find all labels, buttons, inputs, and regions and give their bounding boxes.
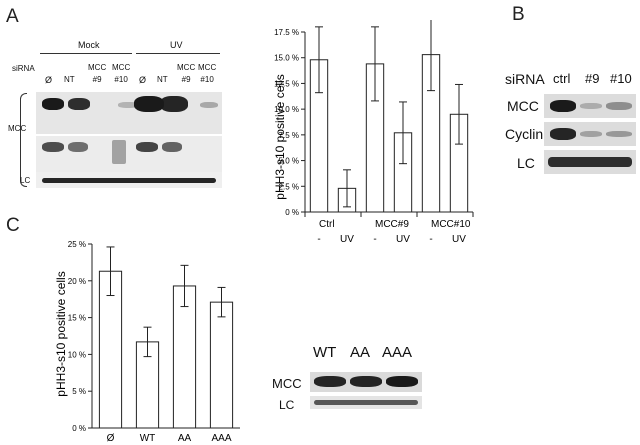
blot-strip-c-lc xyxy=(310,396,422,409)
lane-label: MCC #9 xyxy=(88,63,107,84)
lane-label: Ø xyxy=(139,75,147,85)
x-tick-label: Ø xyxy=(107,433,115,444)
lane-label: AA xyxy=(350,344,371,361)
uv-group-line xyxy=(136,53,220,54)
group-label-mock: Mock xyxy=(78,40,100,50)
blot-row-label-mcc: MCC xyxy=(8,124,27,133)
y-tick-label: 15 % xyxy=(68,314,86,323)
y-axis-label: pHH3-s10 positive cells xyxy=(54,271,68,396)
y-tick-label: 0 % xyxy=(72,424,86,433)
blot-strip-lc xyxy=(36,172,222,188)
blot-strip-b-cyclin xyxy=(544,122,636,146)
lane-label: #9 xyxy=(585,71,600,86)
chart-c: 0 %5 %10 %15 %20 %25 %Ø WT AA AAA pHH3-s10 … xyxy=(54,240,240,444)
chart-a: 0 % 2.5 % 5.0 % 7.5 % 10.0 % 12.5 % 15.0 % 17.5… xyxy=(273,20,474,245)
lane-label: #10 xyxy=(610,71,632,86)
y-axis-label: pHH3-s10 positive cells xyxy=(273,74,287,199)
bar xyxy=(172,285,197,429)
x-tick-label: AA xyxy=(178,433,192,444)
y-tick-label: 7.5 % xyxy=(279,131,299,140)
x-tick-label: UV xyxy=(396,234,410,245)
blot-strip-c-mcc xyxy=(310,372,422,392)
bar xyxy=(209,301,234,429)
lane-label: NT xyxy=(157,75,168,84)
sirna-label: siRNA xyxy=(12,64,35,73)
blot-strip-mcc-upper xyxy=(36,92,222,134)
panel-letter-c: C xyxy=(6,215,20,236)
x-tick-label: - xyxy=(317,234,320,245)
group-label: Ctrl xyxy=(319,219,335,230)
y-tick-label: 2.5 % xyxy=(279,182,299,191)
blot-strip-b-mcc xyxy=(544,94,636,118)
lane-label: AAA xyxy=(382,344,413,361)
y-tick-label: 17.5 % xyxy=(274,28,299,37)
lane-label: MCC #10 xyxy=(112,63,131,84)
blot-row-label-mcc: MCC xyxy=(507,98,539,114)
y-tick-label: 20 % xyxy=(68,277,86,286)
x-tick-label: UV xyxy=(340,234,354,245)
mcc-bracket xyxy=(20,93,27,187)
y-tick-label: 15.0 % xyxy=(274,54,299,63)
group-label: MCC#10 xyxy=(431,219,471,230)
blot-row-label-lc: LC xyxy=(517,155,535,171)
x-tick-label: - xyxy=(429,234,432,245)
blot-strip-b-lc xyxy=(544,150,636,174)
lane-label: NT xyxy=(64,75,75,84)
y-tick-label: 5 % xyxy=(72,387,86,396)
blot-strip-mcc-lower xyxy=(36,136,222,176)
group-label-uv: UV xyxy=(170,40,183,50)
y-tick-label: 25 % xyxy=(68,240,86,249)
y-tick-label: 5.0 % xyxy=(279,157,299,166)
lane-label: Ø xyxy=(45,75,53,85)
x-tick-label: UV xyxy=(452,234,466,245)
blot-row-label-mcc: MCC xyxy=(272,376,302,391)
group-label: MCC#9 xyxy=(375,219,409,230)
mock-group-line xyxy=(40,53,132,54)
y-tick-label: 12.5 % xyxy=(274,79,299,88)
x-tick-label: AAA xyxy=(211,433,231,444)
panel-letter-a: A xyxy=(6,6,19,27)
sirna-label-b: siRNA xyxy=(505,71,545,87)
blot-row-label-lc: LC xyxy=(279,398,295,412)
y-tick-label: 0 % xyxy=(285,208,299,217)
x-tick-label: - xyxy=(373,234,376,245)
lane-label: MCC #9 xyxy=(177,63,196,84)
blot-row-label-lc: LC xyxy=(20,176,31,185)
y-tick-label: 10.0 % xyxy=(274,105,299,114)
x-tick-label: WT xyxy=(140,433,156,444)
lane-label: MCC #10 xyxy=(198,63,217,84)
lane-label: WT xyxy=(313,344,337,361)
lane-label: ctrl xyxy=(553,71,571,86)
panel-letter-b: B xyxy=(512,4,525,25)
y-tick-label: 10 % xyxy=(68,350,86,359)
